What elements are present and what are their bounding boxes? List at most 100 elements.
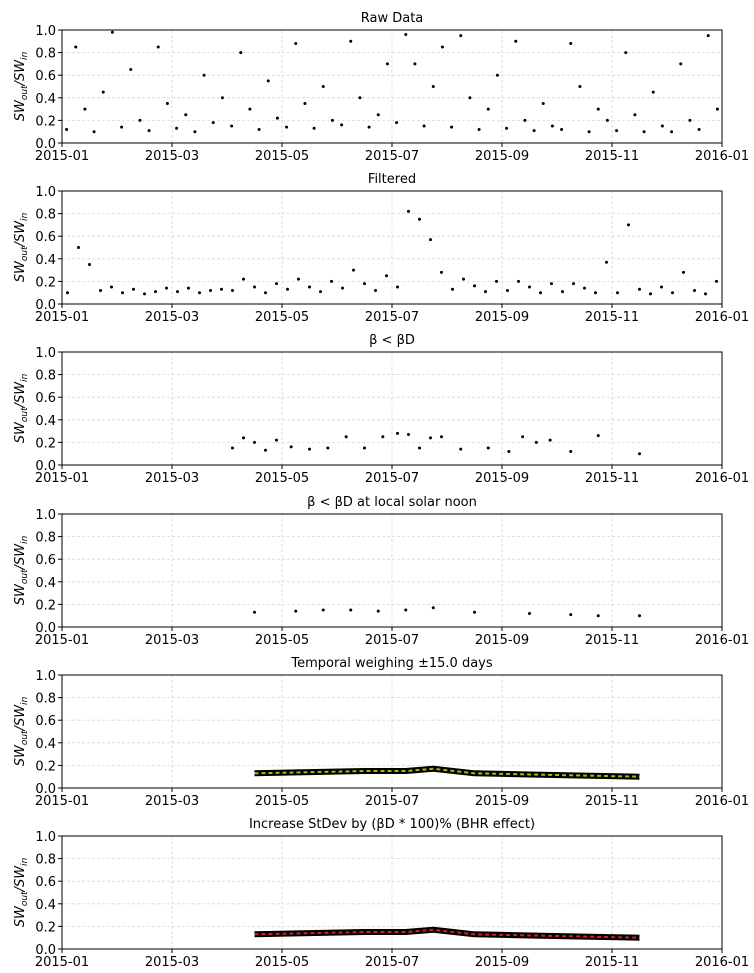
x-tick-label: 2016-01 <box>695 633 749 648</box>
data-point <box>211 121 215 125</box>
data-point <box>578 85 582 88</box>
data-point <box>670 130 674 134</box>
data-point <box>660 285 663 289</box>
x-tick-label: 2015-03 <box>145 310 199 325</box>
data-point <box>358 96 362 100</box>
y-tick-label: 0.6 <box>35 553 56 568</box>
data-point <box>627 223 630 227</box>
data-point <box>616 291 619 295</box>
data-point <box>349 39 353 43</box>
x-tick-label: 2016-01 <box>695 471 749 486</box>
data-point <box>326 446 330 450</box>
data-point <box>704 292 707 296</box>
data-point <box>548 438 552 442</box>
x-tick-label: 2015-01 <box>35 955 89 969</box>
data-point <box>352 268 355 272</box>
data-point <box>697 127 701 131</box>
y-axis-label-part: out <box>20 569 30 584</box>
x-tick-label: 2015-05 <box>255 794 309 809</box>
data-point <box>651 90 655 94</box>
data-point <box>484 290 487 294</box>
y-tick-label: 0.0 <box>35 943 56 958</box>
data-point <box>440 270 443 274</box>
data-point <box>514 39 518 43</box>
data-point <box>404 608 408 612</box>
y-tick-label: 1.0 <box>35 185 56 200</box>
y-axis-label-part: SW <box>13 744 28 766</box>
x-tick-label: 2015-11 <box>585 633 639 648</box>
y-tick-label: 0.6 <box>35 714 56 729</box>
data-point <box>505 126 509 130</box>
data-point <box>253 610 256 614</box>
y-tick-label: 0.2 <box>35 920 56 935</box>
y-tick-label: 0.6 <box>35 875 56 890</box>
data-point <box>682 270 685 274</box>
data-point <box>253 285 256 289</box>
panel-title: β < βD at local solar noon <box>307 495 477 510</box>
x-tick-label: 2015-03 <box>145 633 199 648</box>
data-point <box>450 125 454 129</box>
data-point <box>330 118 334 122</box>
data-point <box>165 101 169 105</box>
y-tick-label: 0.2 <box>35 759 56 774</box>
x-tick-label: 2015-05 <box>255 149 309 164</box>
data-point <box>303 101 307 105</box>
data-point <box>459 447 463 451</box>
x-tick-label: 2015-11 <box>585 149 639 164</box>
data-point <box>517 279 520 283</box>
x-tick-label: 2015-01 <box>35 149 89 164</box>
y-axis-label-part: in <box>20 51 30 60</box>
x-tick-label: 2015-05 <box>255 955 309 969</box>
data-point <box>65 127 69 131</box>
data-point <box>165 286 168 290</box>
data-point <box>715 107 719 111</box>
y-axis-label: SWout/SWin <box>13 696 30 766</box>
data-point <box>77 246 80 249</box>
data-point <box>638 452 641 456</box>
data-point <box>459 34 463 38</box>
data-point <box>156 45 160 49</box>
data-point <box>363 282 366 286</box>
data-point <box>638 614 641 618</box>
y-tick-label: 0.4 <box>35 253 56 268</box>
data-point <box>376 609 380 613</box>
y-axis-label-part: SW <box>13 583 28 605</box>
data-point <box>376 113 380 117</box>
x-tick-label: 2015-07 <box>365 310 419 325</box>
x-tick-label: 2015-05 <box>255 633 309 648</box>
y-tick-label: 1.0 <box>35 669 56 684</box>
data-point <box>506 288 509 292</box>
data-point <box>257 127 261 131</box>
data-point <box>242 277 245 281</box>
data-point <box>495 279 498 283</box>
data-point <box>560 127 564 131</box>
y-tick-label: 1.0 <box>35 24 56 39</box>
data-point <box>572 282 575 286</box>
plot-frame <box>61 190 723 305</box>
y-tick-label: 0.0 <box>35 621 56 636</box>
y-axis-label-part: in <box>20 535 30 544</box>
y-tick-label: 0.6 <box>35 69 56 84</box>
data-point <box>561 290 564 294</box>
panel-title: Temporal weighing ±15.0 days <box>290 656 493 671</box>
y-tick-label: 0.0 <box>35 459 56 474</box>
y-tick-label: 0.6 <box>35 391 56 406</box>
y-axis-label-part: /SW <box>13 543 28 571</box>
data-point <box>129 68 133 72</box>
data-point <box>154 290 157 294</box>
panel-title: β < βD <box>369 333 415 348</box>
data-point <box>396 431 399 435</box>
y-tick-label: 0.4 <box>35 414 56 429</box>
data-point <box>308 447 311 451</box>
y-tick-label: 0.0 <box>35 298 56 313</box>
data-point <box>418 446 421 450</box>
data-point <box>615 129 619 133</box>
data-point <box>633 113 637 117</box>
y-tick-label: 0.8 <box>35 369 56 384</box>
y-tick-label: 0.0 <box>35 782 56 797</box>
data-point <box>266 79 270 83</box>
data-point <box>121 291 124 295</box>
data-point <box>422 124 426 128</box>
y-axis-label: SWout/SWin <box>13 212 30 282</box>
data-point <box>285 125 289 129</box>
